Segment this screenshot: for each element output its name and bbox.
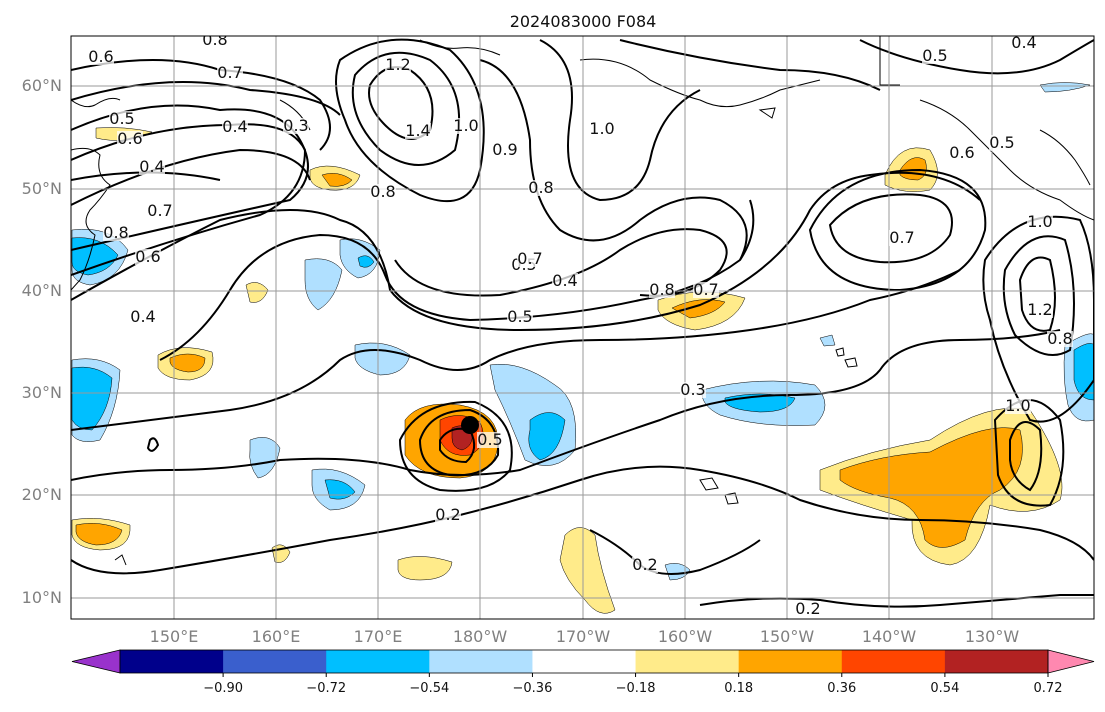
colorbar-segment <box>635 650 740 673</box>
colorbar-tick-label: 0.36 <box>827 681 856 696</box>
colorbar-extend-low <box>71 649 121 674</box>
contour-label: 0.6 <box>135 247 160 266</box>
colorbar-tick-label: −0.18 <box>616 681 656 696</box>
contour-label: 0.7 <box>517 249 542 268</box>
storm-center-marker <box>461 416 479 434</box>
lat-label: 20°N <box>22 485 62 504</box>
contour-label: 0.5 <box>507 307 532 326</box>
lat-label: 50°N <box>22 179 62 198</box>
lat-label: 30°N <box>22 383 62 402</box>
lon-label: 140°W <box>862 627 917 646</box>
contour-label: 0.8 <box>1047 329 1072 348</box>
contour-label: 1.0 <box>1005 396 1030 415</box>
contour-label: 0.6 <box>117 129 142 148</box>
contour-label: 1.0 <box>1027 212 1052 231</box>
lon-label: 160°E <box>252 627 301 646</box>
coastlines <box>71 36 1094 566</box>
shading-negative <box>71 82 1094 581</box>
contour-label: 0.8 <box>370 182 395 201</box>
gridlines <box>71 36 1094 619</box>
contour-label: 0.2 <box>632 555 657 574</box>
lon-label: 150°W <box>760 627 815 646</box>
colorbar-tick-label: −0.36 <box>513 681 553 696</box>
colorbar-segment <box>223 650 327 673</box>
lon-label: 130°W <box>965 627 1020 646</box>
contour-label: 0.8 <box>528 178 553 197</box>
colorbar-tick-label: −0.90 <box>203 681 243 696</box>
contour-label: 0.8 <box>649 280 674 299</box>
contour-label: 0.4 <box>1011 33 1036 52</box>
colorbar-segment <box>944 650 1049 673</box>
contour-label: 0.3 <box>283 116 308 135</box>
colorbar-tick-label: 0.18 <box>724 681 753 696</box>
colorbar-tick-label: 0.54 <box>930 681 959 696</box>
colorbar-segment <box>120 650 224 673</box>
contour-label: 0.4 <box>222 117 247 136</box>
contour-label: 1.4 <box>405 121 430 140</box>
contour-label: 0.6 <box>949 143 974 162</box>
contour-label: 0.2 <box>435 505 460 524</box>
contour-label: 0.7 <box>693 280 718 299</box>
colorbar-segment <box>841 650 946 673</box>
contour-label: 0.5 <box>989 133 1014 152</box>
contour-label: 1.2 <box>385 55 410 74</box>
contour-label: 0.8 <box>202 30 227 49</box>
colorbar-segment <box>429 650 533 673</box>
colorbar-tick-label: −0.54 <box>409 681 449 696</box>
colorbar-tick-label: 0.72 <box>1034 681 1063 696</box>
colorbar-segment <box>326 650 430 673</box>
contour-labels: 0.6 0.8 0.7 0.5 0.4 0.3 0.4 0.6 1.2 1.4 1.0 1.0 0.8 0… <box>88 30 1073 618</box>
lon-label: 150°E <box>150 627 199 646</box>
contour-label: 0.3 <box>680 380 705 399</box>
lon-label: 170°E <box>354 627 403 646</box>
colorbar-extend-high <box>1047 649 1095 674</box>
longitude-labels: 150°E 160°E 170°E 180°W 170°W 160°W 150°… <box>150 627 1020 646</box>
contour-label: 0.2 <box>795 599 820 618</box>
contour-label: 1.0 <box>589 119 614 138</box>
colorbar-tick-label: −0.72 <box>306 681 346 696</box>
lat-label: 40°N <box>22 281 62 300</box>
contour-label: 0.7 <box>217 63 242 82</box>
contour-label: 0.5 <box>477 430 502 449</box>
colorbar-segment <box>738 650 843 673</box>
contour-label: 0.5 <box>109 109 134 128</box>
map-area: 0.6 0.8 0.7 0.5 0.4 0.3 0.4 0.6 1.2 1.4 1.0 1.0 0.8 0… <box>71 30 1094 619</box>
lon-label: 160°W <box>658 627 713 646</box>
contour-label: 0.7 <box>889 228 914 247</box>
contour-label: 0.4 <box>552 271 577 290</box>
contour-label: 1.0 <box>453 116 478 135</box>
map-frame <box>70 35 1095 620</box>
contour-label: 0.7 <box>147 201 172 220</box>
contour-label: 0.5 <box>922 46 947 65</box>
latitude-labels: 10°N 20°N 30°N 40°N 50°N 60°N <box>22 76 62 607</box>
lon-label: 180°W <box>453 627 508 646</box>
contour-label: 1.2 <box>1027 300 1052 319</box>
colorbar-segment <box>532 650 637 673</box>
shading-positive <box>71 127 1063 614</box>
contour-label: 0.6 <box>88 47 113 66</box>
contour-label: 0.4 <box>130 307 155 326</box>
contour-label: 0.4 <box>139 157 164 176</box>
contour-lines <box>71 38 1094 608</box>
contour-label: 0.9 <box>492 140 517 159</box>
lon-label: 170°W <box>556 627 611 646</box>
figure-title: 2024083000 F084 <box>510 12 657 31</box>
colorbar: −0.90 −0.72 −0.54 −0.36 −0.18 0.18 0.36 0.54 0.7… <box>71 649 1095 696</box>
contour-label: 0.8 <box>103 223 128 242</box>
lat-label: 60°N <box>22 76 62 95</box>
lat-label: 10°N <box>22 588 62 607</box>
